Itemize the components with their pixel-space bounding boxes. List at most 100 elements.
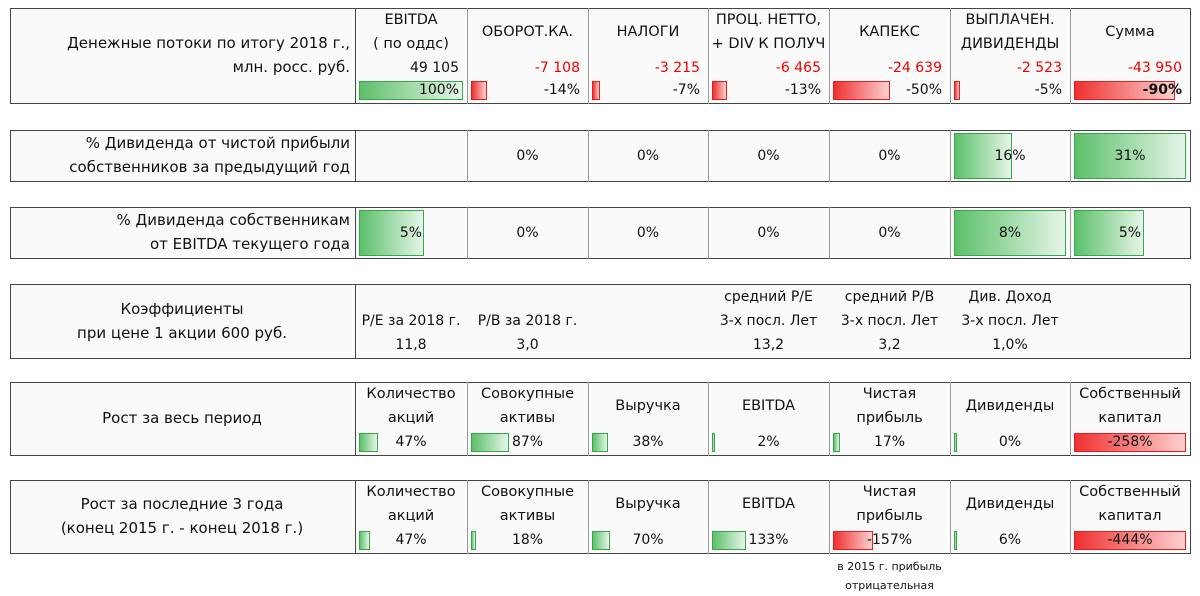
data-bar bbox=[592, 81, 600, 100]
column-header: Совокупные bbox=[480, 484, 575, 500]
column-line bbox=[950, 130, 951, 182]
percent-value: 5% bbox=[1118, 225, 1142, 241]
column-line bbox=[355, 207, 356, 259]
column-line bbox=[588, 8, 589, 104]
data-bar bbox=[1074, 81, 1175, 100]
ratio-header: 3-х посл. Лет bbox=[719, 313, 818, 329]
footnote: отрицательная bbox=[845, 579, 934, 592]
growth-value: 47% bbox=[395, 532, 427, 548]
column-line bbox=[1070, 207, 1071, 259]
share-value: -13% bbox=[784, 82, 821, 98]
ratio-header: средний P/E bbox=[724, 289, 813, 305]
column-header: ВЫПЛАЧЕН. bbox=[965, 12, 1055, 28]
data-bar bbox=[954, 531, 957, 550]
data-bar bbox=[1074, 133, 1186, 179]
column-line bbox=[708, 8, 709, 104]
column-line bbox=[467, 480, 468, 554]
cash-value: -6 465 bbox=[775, 60, 821, 76]
column-header: капитал bbox=[1098, 508, 1162, 524]
ratio-header: Див. Доход bbox=[968, 289, 1052, 305]
cash-value: -7 108 bbox=[534, 60, 580, 76]
column-header: EBITDA bbox=[741, 496, 796, 512]
column-line bbox=[467, 382, 468, 456]
column-line bbox=[355, 480, 356, 554]
share-value: -90% bbox=[1142, 82, 1182, 98]
column-header: ОБОРОТ.КА. bbox=[481, 24, 574, 40]
column-line bbox=[355, 130, 356, 182]
column-header: акций bbox=[387, 508, 435, 524]
growth-value: 6% bbox=[998, 532, 1022, 548]
column-line bbox=[355, 382, 356, 456]
column-line bbox=[588, 130, 589, 182]
column-header: Чистая bbox=[862, 386, 917, 402]
growth-value: 133% bbox=[748, 532, 789, 548]
column-line bbox=[708, 130, 709, 182]
growth-value: 70% bbox=[632, 532, 664, 548]
growth-value: 2% bbox=[757, 434, 780, 450]
column-line bbox=[467, 130, 468, 182]
column-header: Собственный bbox=[1079, 484, 1181, 500]
column-line bbox=[829, 480, 830, 554]
column-header: ДИВИДЕНДЫ bbox=[960, 36, 1060, 52]
row-label: млн. росс. руб. bbox=[232, 58, 350, 76]
data-bar bbox=[471, 81, 487, 100]
column-header: НАЛОГИ bbox=[616, 24, 680, 40]
row-label: Денежные потоки по итогу 2018 г., bbox=[67, 34, 350, 52]
percent-value: 0% bbox=[636, 225, 660, 241]
data-bar bbox=[592, 531, 610, 550]
column-line bbox=[588, 207, 589, 259]
data-bar bbox=[712, 531, 746, 550]
percent-value: 0% bbox=[878, 148, 901, 164]
row-label: собственников за предыдущий год bbox=[69, 158, 350, 176]
share-value: -14% bbox=[543, 82, 580, 98]
ratio-header: 3-х посл. Лет bbox=[961, 313, 1059, 329]
column-header: Собственный bbox=[1079, 386, 1181, 402]
row-label: Коэффициенты bbox=[120, 299, 244, 318]
ratio-value: 3,2 bbox=[878, 337, 901, 353]
column-header: Дивиденды bbox=[965, 398, 1055, 414]
column-header: Совокупные bbox=[480, 386, 575, 402]
column-line bbox=[829, 207, 830, 259]
column-header: Сумма bbox=[1105, 24, 1155, 40]
percent-value: 31% bbox=[1114, 148, 1146, 164]
column-line bbox=[829, 130, 830, 182]
data-bar bbox=[833, 81, 890, 100]
cash-value: -3 215 bbox=[654, 60, 700, 76]
column-line bbox=[950, 480, 951, 554]
column-header: Количество bbox=[366, 386, 456, 402]
column-header: Выручка bbox=[615, 398, 681, 414]
data-bar bbox=[1074, 210, 1144, 256]
data-bar bbox=[954, 210, 1066, 256]
data-bar bbox=[471, 433, 510, 452]
row-label: % Дивиденда собственникам bbox=[116, 211, 350, 229]
growth-value: -444% bbox=[1107, 532, 1153, 548]
row-label: от EBITDA текущего года bbox=[149, 235, 350, 253]
column-header: активы bbox=[499, 508, 556, 524]
column-line bbox=[950, 8, 951, 104]
growth-value: 47% bbox=[395, 434, 427, 450]
data-bar bbox=[712, 81, 727, 100]
percent-value: 16% bbox=[994, 148, 1026, 164]
data-bar bbox=[954, 133, 1012, 179]
column-header: ПРОЦ. НЕТТО, bbox=[715, 12, 822, 28]
column-header: прибыль bbox=[856, 410, 923, 426]
row-label: Рост за весь период bbox=[102, 409, 262, 427]
growth-value: -157% bbox=[866, 532, 913, 548]
percent-value: 0% bbox=[757, 225, 780, 241]
data-bar bbox=[954, 81, 960, 100]
percent-value: 0% bbox=[516, 225, 539, 241]
ratio-value: 13,2 bbox=[752, 337, 785, 353]
growth-value: 87% bbox=[511, 434, 544, 450]
column-line bbox=[829, 382, 830, 456]
data-bar bbox=[359, 210, 424, 256]
cash-value: -43 950 bbox=[1127, 60, 1182, 76]
column-line bbox=[1070, 480, 1071, 554]
data-bar bbox=[1074, 433, 1186, 452]
ratio-header: P/B за 2018 г. bbox=[477, 313, 578, 329]
column-header: EBITDA bbox=[741, 398, 796, 414]
percent-value: 0% bbox=[636, 148, 660, 164]
column-header: Дивиденды bbox=[965, 496, 1055, 512]
column-line bbox=[950, 207, 951, 259]
data-bar bbox=[1074, 531, 1186, 550]
column-line bbox=[1070, 130, 1071, 182]
